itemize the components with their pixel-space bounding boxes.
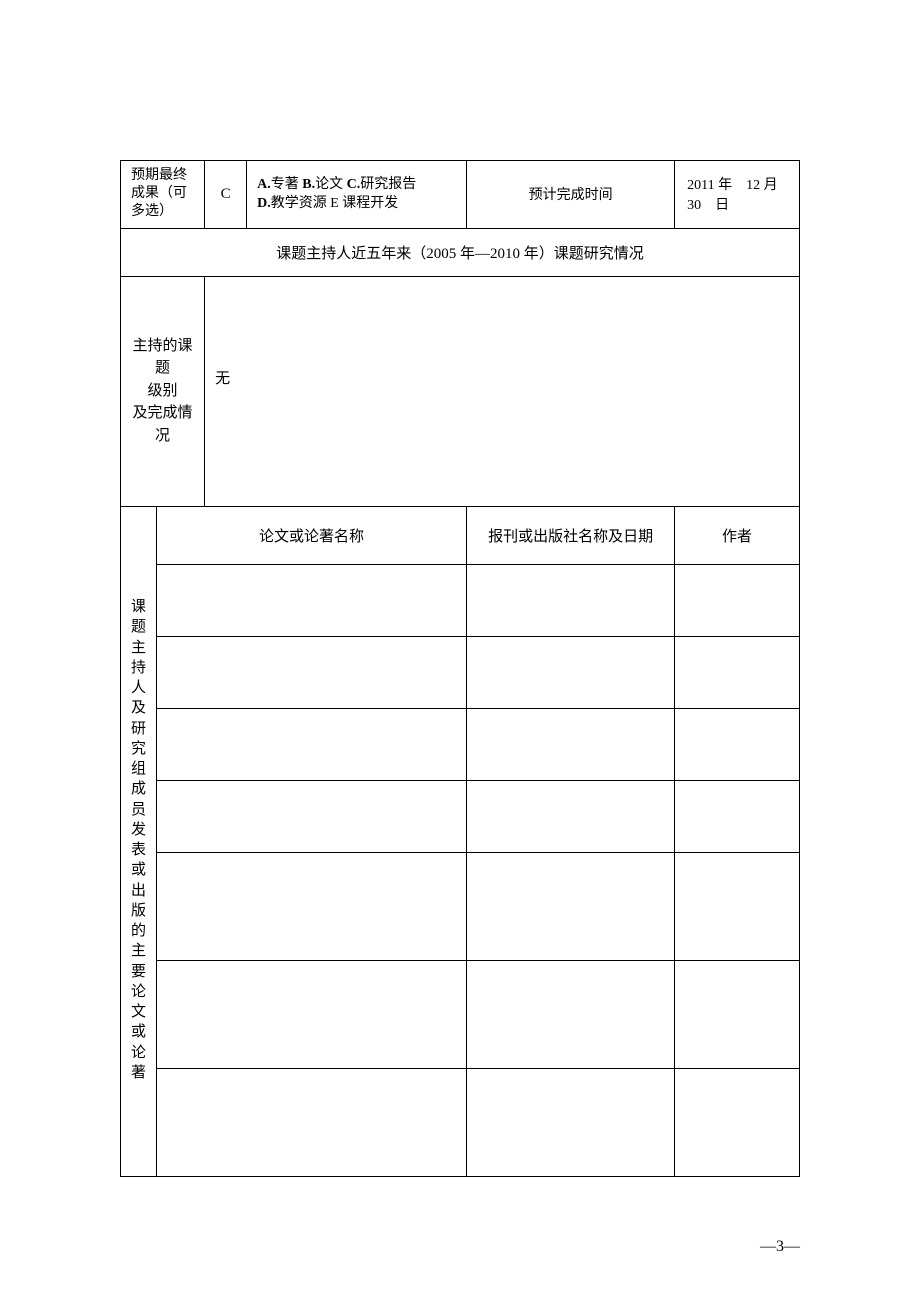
publication-row (121, 1068, 800, 1176)
host-topic-value: 无 (205, 276, 800, 506)
publication-author-cell (675, 960, 800, 1068)
publication-row (121, 564, 800, 636)
publication-row (121, 960, 800, 1068)
publication-row (121, 708, 800, 780)
publication-author-cell (675, 780, 800, 852)
publication-publisher-cell (467, 708, 675, 780)
section-title-row: 课题主持人近五年来（2005 年—2010 年）课题研究情况 (121, 228, 800, 276)
publication-row (121, 636, 800, 708)
publications-header-publisher: 报刊或出版社名称及日期 (467, 506, 675, 564)
publication-name-cell (157, 852, 467, 960)
host-topic-row: 主持的课题 级别 及完成情况 无 (121, 276, 800, 506)
publication-author-cell (675, 564, 800, 636)
section-title: 课题主持人近五年来（2005 年—2010 年）课题研究情况 (121, 228, 800, 276)
completion-time-value: 2011 年 12 月 30 日 (675, 161, 800, 229)
publication-publisher-cell (467, 1068, 675, 1176)
completion-time-label: 预计完成时间 (467, 161, 675, 229)
publication-publisher-cell (467, 780, 675, 852)
expected-result-value: C (205, 161, 247, 229)
publications-header-row: 课题主持人及研究组成员发表或出版的主要论文或论著 论文或论著名称 报刊或出版社名… (121, 506, 800, 564)
publications-header-author: 作者 (675, 506, 800, 564)
host-topic-label: 主持的课题 级别 及完成情况 (121, 276, 205, 506)
publications-header-name: 论文或论著名称 (157, 506, 467, 564)
publications-side-label: 课题主持人及研究组成员发表或出版的主要论文或论著 (121, 506, 157, 1176)
publication-publisher-cell (467, 636, 675, 708)
publication-publisher-cell (467, 960, 675, 1068)
publication-row (121, 780, 800, 852)
publication-name-cell (157, 780, 467, 852)
publication-publisher-cell (467, 852, 675, 960)
publication-author-cell (675, 708, 800, 780)
publication-author-cell (675, 1068, 800, 1176)
publication-name-cell (157, 708, 467, 780)
publication-name-cell (157, 1068, 467, 1176)
form-table: 预期最终成果（可多选） C A.专著 B.论文 C.研究报告 D.教学资源 E … (120, 160, 800, 1177)
publication-name-cell (157, 564, 467, 636)
publication-author-cell (675, 852, 800, 960)
publication-row (121, 852, 800, 960)
expected-result-options: A.专著 B.论文 C.研究报告 D.教学资源 E 课程开发 (247, 161, 467, 229)
expected-result-label: 预期最终成果（可多选） (121, 161, 205, 229)
expected-result-row: 预期最终成果（可多选） C A.专著 B.论文 C.研究报告 D.教学资源 E … (121, 161, 800, 229)
publication-publisher-cell (467, 564, 675, 636)
publication-name-cell (157, 636, 467, 708)
publication-author-cell (675, 636, 800, 708)
page-number: —3— (760, 1238, 800, 1256)
publication-name-cell (157, 960, 467, 1068)
